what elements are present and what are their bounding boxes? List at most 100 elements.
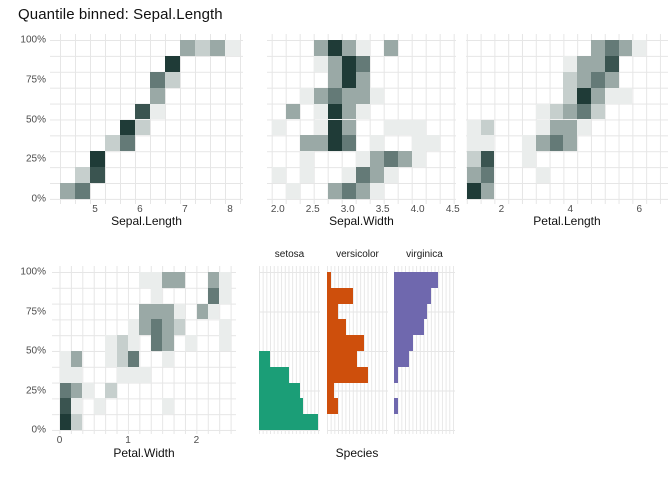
heat-cell (285, 183, 300, 199)
heat-cell (480, 167, 495, 184)
heat-cell (397, 119, 412, 136)
heat-cell (383, 167, 398, 184)
heat-cell (535, 103, 550, 120)
heat-cell (75, 167, 90, 184)
heat-cell (162, 335, 174, 351)
facet-strip-label-virginica: virginica (406, 249, 443, 260)
heat-cell (150, 287, 163, 304)
y-tick-label: 50% (25, 345, 46, 357)
heat-cell (70, 414, 83, 430)
heat-cell (341, 135, 356, 152)
heat-cell (82, 382, 94, 399)
x-tick-label: 3.5 (375, 204, 390, 215)
heat-cell (466, 183, 481, 199)
heat-cell (173, 303, 186, 320)
heat-cell (535, 119, 550, 136)
x-tick-label: 0 (56, 435, 63, 446)
panel-sepal-length (50, 34, 243, 204)
heat-cell (313, 103, 328, 120)
heat-cell (285, 103, 300, 120)
heat-cell (93, 398, 106, 415)
panel-sepal-width (267, 34, 456, 204)
y-tick-label: 0% (31, 193, 46, 205)
heat-cell (563, 55, 578, 72)
heat-cell (90, 151, 105, 168)
x-tick-label: 4.0 (410, 204, 425, 215)
heat-cell (341, 103, 356, 120)
heat-cell (341, 55, 356, 72)
heat-cell (59, 351, 71, 367)
histogram-bar-setosa (259, 366, 289, 383)
chart-title: Quantile binned: Sepal.Length (18, 6, 223, 23)
heat-cell (577, 87, 591, 104)
heat-cell (219, 335, 231, 351)
heat-cell (207, 272, 220, 288)
x-axis-title-species: Species (335, 446, 379, 460)
heat-cell (271, 119, 286, 136)
panel-petal-width (52, 266, 236, 434)
y-tick-label: 50% (25, 114, 46, 125)
heat-cell (327, 103, 342, 120)
heat-cell (355, 151, 370, 168)
x-axis-title-sepal-length: Sepal.Length (111, 214, 182, 228)
heat-cell (369, 183, 384, 199)
heat-cell (165, 55, 180, 72)
heat-cell (604, 71, 619, 88)
heat-cell (59, 398, 71, 415)
heat-cell (480, 119, 495, 136)
heat-cell (299, 151, 314, 168)
heat-cell (327, 87, 342, 104)
heat-cell (480, 135, 495, 152)
histogram-bar-virginica (394, 398, 398, 415)
heat-cell (604, 87, 619, 104)
heat-cell (522, 135, 536, 152)
heat-cell (150, 103, 165, 120)
x-tick-label: 8 (227, 204, 233, 215)
heat-cell (411, 119, 426, 136)
heat-cell (466, 151, 481, 168)
heat-cell (411, 135, 426, 152)
histogram-bar-setosa (259, 398, 304, 415)
y-tick-label: 100% (20, 34, 46, 46)
panel-species-virginica (394, 266, 455, 434)
heat-cell (591, 40, 605, 56)
heat-cell (425, 135, 440, 152)
heat-cell (604, 40, 619, 56)
heat-cell (577, 103, 591, 120)
heat-cell (299, 87, 314, 104)
heat-cell (327, 119, 342, 136)
heat-cell (116, 335, 128, 351)
x-tick-label: 1 (125, 435, 131, 446)
histogram-bar-versicolor (327, 398, 339, 415)
histogram-bar-setosa (259, 351, 271, 367)
heat-cell (563, 87, 578, 104)
heat-cell (480, 151, 495, 168)
heat-cell (120, 119, 135, 136)
heat-cell (466, 119, 481, 136)
heat-cell (327, 40, 342, 56)
heat-cell (341, 87, 356, 104)
heat-cell (577, 71, 591, 88)
heat-cell (128, 366, 140, 383)
heat-cell (369, 151, 384, 168)
facet-strip-label-setosa: setosa (274, 249, 305, 260)
heat-cell (355, 183, 370, 199)
x-axis-title-petal-length: Petal.Length (533, 214, 601, 228)
heat-cell (632, 40, 647, 56)
heat-cell (535, 135, 550, 152)
heat-cell (59, 414, 71, 430)
y-tick-label: 75% (25, 306, 46, 317)
histogram-bar-setosa (259, 382, 300, 399)
heat-cell (563, 119, 578, 136)
heat-cell (591, 103, 605, 120)
histogram-bar-versicolor (327, 351, 357, 367)
panel-species-setosa (259, 266, 320, 434)
x-tick-label: 4 (567, 204, 573, 215)
heat-cell (195, 40, 210, 56)
heat-cell (341, 40, 356, 56)
heat-cell (327, 71, 342, 88)
heat-cell (150, 319, 163, 336)
heat-cell (70, 398, 83, 415)
x-axis-title-sepal-width: Sepal.Width (329, 214, 394, 228)
x-tick-label: 6 (137, 204, 143, 215)
